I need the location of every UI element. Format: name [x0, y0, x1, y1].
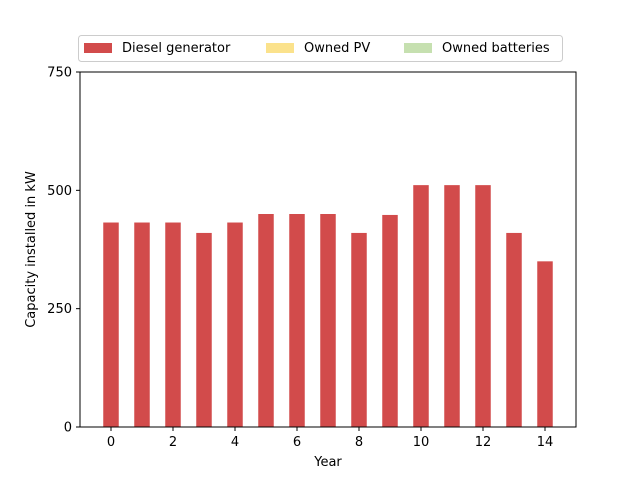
bar-series-0-x-14 — [537, 261, 553, 427]
bar-series-0-x-10 — [413, 185, 429, 427]
x-axis: 0 2 4 6 8 10 12 14 — [107, 427, 553, 450]
legend-label-series-1: Owned PV — [304, 41, 370, 56]
bar-series-0-x-9 — [382, 214, 398, 427]
bar-series-0-x-8 — [351, 232, 367, 427]
x-axis-label: Year — [313, 455, 342, 470]
bar-series-0-x-11 — [444, 185, 460, 427]
bar-series-0-x-1 — [134, 222, 150, 427]
x-tick-label: 8 — [355, 435, 363, 450]
legend-box — [78, 35, 563, 62]
bar-series-0-x-7 — [320, 214, 336, 427]
plot-frame — [79, 71, 577, 428]
x-tick-label: 10 — [413, 435, 430, 450]
x-tick-label: 2 — [169, 435, 177, 450]
legend: Diesel generator Owned PV Owned batteries — [78, 35, 563, 62]
x-tick-label: 6 — [293, 435, 301, 450]
x-tick-label: 4 — [231, 435, 239, 450]
y-tick-label: 750 — [47, 66, 72, 81]
bars-layer — [103, 185, 553, 427]
bar-series-0-x-2 — [165, 222, 181, 427]
y-tick-label: 0 — [64, 421, 72, 436]
bar-series-0-x-13 — [506, 232, 522, 427]
legend-label-series-0: Diesel generator — [122, 41, 231, 56]
legend-swatch-series-2 — [404, 43, 432, 53]
bar-series-0-x-0 — [103, 222, 119, 427]
x-tick-label: 0 — [107, 435, 115, 450]
bar-series-0-x-4 — [227, 222, 243, 427]
bar-series-0-x-5 — [258, 214, 274, 427]
bar-series-0-x-12 — [475, 185, 491, 427]
y-tick-label: 500 — [47, 184, 72, 199]
x-tick-label: 14 — [537, 435, 554, 450]
y-axis-label: Capacity installed in kW — [24, 171, 39, 328]
x-tick-label: 12 — [475, 435, 492, 450]
bar-series-0-x-6 — [289, 214, 305, 427]
legend-label-series-2: Owned batteries — [442, 41, 550, 56]
legend-swatch-series-0 — [84, 43, 112, 53]
y-axis: 0 250 500 750 — [47, 66, 80, 436]
bar-series-0-x-3 — [196, 232, 212, 427]
legend-swatch-series-1 — [266, 43, 294, 53]
y-tick-label: 250 — [47, 302, 72, 317]
